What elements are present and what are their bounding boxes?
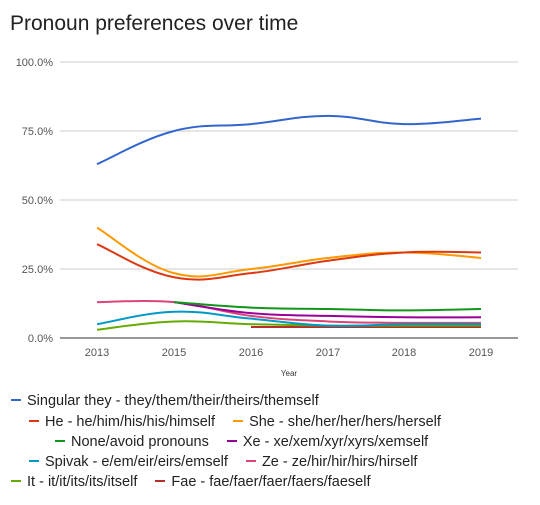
legend-swatch (155, 480, 166, 483)
y-tick-label: 25.0% (22, 264, 53, 276)
y-tick-label: 50.0% (22, 195, 53, 207)
y-tick-label: 75.0% (22, 126, 53, 138)
legend-label: None/avoid pronouns (71, 434, 209, 450)
legend-item[interactable]: Singular they - they/them/their/theirs/t… (11, 393, 319, 409)
legend-item[interactable]: Fae - fae/faer/faer/faers/faeself (155, 474, 370, 490)
legend-row-2: He - he/him/his/his/himself She - she/he… (29, 414, 455, 430)
legend-label: She - she/her/her/hers/herself (249, 414, 441, 430)
series-line[interactable] (173, 301, 482, 312)
legend-row-1: Singular they - they/them/their/theirs/t… (11, 393, 333, 409)
x-tick-label: 2016 (239, 347, 263, 359)
y-axis-ticks: 0.0% 25.0% 50.0% 75.0% 100.0% (16, 57, 54, 345)
legend-label: Spivak - e/em/eir/eirs/emself (45, 454, 228, 470)
legend-swatch (245, 460, 256, 463)
x-tick-label: 2018 (392, 347, 416, 359)
chart-title: Pronoun preferences over time (10, 12, 299, 35)
series-line[interactable] (96, 310, 482, 327)
gridlines (60, 61, 518, 339)
legend-item[interactable]: Ze - ze/hir/hir/hirs/hirself (245, 454, 418, 470)
legend-row-3: None/avoid pronouns Xe - xe/xem/xyr/xyrs… (55, 434, 442, 450)
legend-swatch (29, 460, 39, 463)
y-tick-label: 100.0% (16, 57, 54, 69)
x-axis-ticks: 2013 2015 2016 2017 2018 2019 (85, 347, 493, 359)
series-line[interactable] (173, 301, 482, 319)
legend-label: Xe - xe/xem/xyr/xyrs/xemself (242, 434, 429, 450)
legend-label: Singular they - they/them/their/theirs/t… (27, 393, 319, 409)
legend-row-4: Spivak - e/em/eir/eirs/emself Ze - ze/hi… (29, 454, 431, 470)
legend-swatch (11, 480, 21, 483)
legend-label: Fae - fae/faer/faer/faers/faeself (171, 474, 371, 490)
line-chart: 0.0%25.0%50.0%75.0%100.0% 2013 2015 2016 20… (16, 57, 518, 378)
series-line[interactable] (96, 243, 482, 281)
legend-swatch (233, 420, 244, 423)
x-tick-label: 2019 (469, 347, 493, 359)
series-line[interactable] (96, 299, 482, 324)
legend-label: It - it/it/its/its/itself (27, 474, 138, 490)
legend-item[interactable]: It - it/it/its/its/itself (11, 474, 137, 490)
legend-label: Ze - ze/hir/hir/hirs/hirself (261, 454, 418, 470)
legend-item[interactable]: None/avoid pronouns (55, 434, 209, 450)
y-tick-label: 0.0% (28, 333, 53, 345)
series-line[interactable] (96, 320, 481, 331)
legend-swatch (11, 399, 21, 402)
x-axis-title: Year (281, 369, 298, 378)
x-tick-label: 2015 (162, 347, 186, 359)
legend-item[interactable]: He - he/him/his/his/himself (29, 414, 215, 430)
x-tick-label: 2013 (85, 347, 109, 359)
series-lines (96, 114, 482, 331)
legend-row-5: It - it/it/its/its/itself Fae - fae/faer… (11, 474, 384, 490)
legend-item[interactable]: Xe - xe/xem/xyr/xyrs/xemself (226, 434, 429, 450)
x-tick-label: 2017 (316, 347, 340, 359)
legend-label: He - he/him/his/his/himself (45, 414, 216, 430)
legend-swatch (226, 440, 237, 443)
series-line[interactable] (96, 114, 482, 166)
legend-item[interactable]: She - she/her/her/hers/herself (233, 414, 441, 430)
legend-swatch (29, 420, 39, 423)
legend-swatch (55, 440, 65, 443)
legend-item[interactable]: Spivak - e/em/eir/eirs/emself (29, 454, 228, 470)
